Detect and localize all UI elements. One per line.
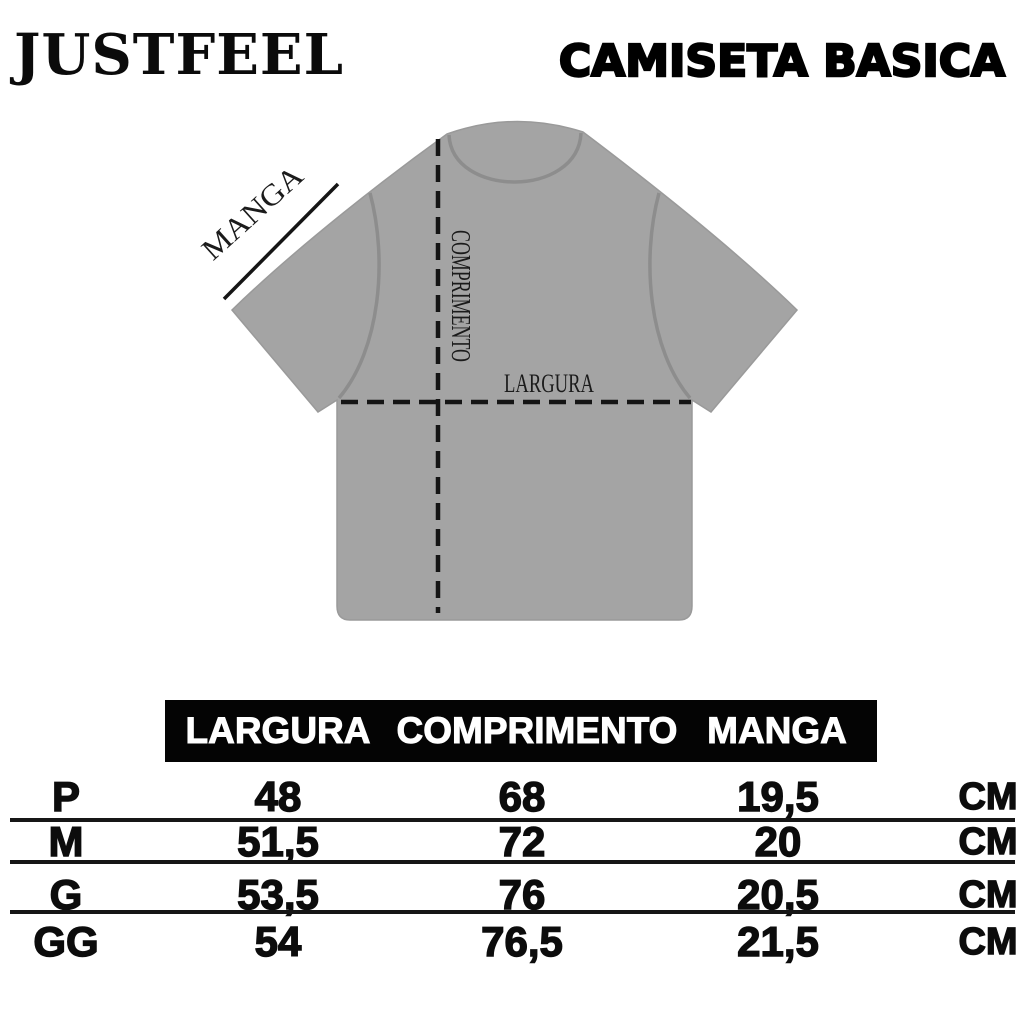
tshirt-seams [337,132,692,400]
comprimento-value: 76,5 [480,917,563,965]
size-cell: M [48,817,84,865]
unit-cell: CM [958,775,1019,818]
manga-value: 20 [754,817,802,865]
manga-label: MANGA [196,159,310,267]
unit-cell: CM [958,820,1019,863]
manga-pointer-line [222,182,340,301]
measure-lines [222,139,691,613]
unit-cell: CM [958,873,1019,916]
size-cell: GG [33,917,100,965]
manga-value: 19,5 [736,772,819,820]
header-cell-largura: LARGURA [185,710,371,752]
brand-logo: JUSTFEEL [14,22,344,88]
product-title: CAMISETA BASICA [558,35,1007,88]
row-divider [10,910,1015,914]
sleeve-seam-right [648,192,692,400]
header-cell-manga: MANGA [707,710,848,752]
sleeve-seam-left [337,192,381,400]
comprimento-value: 68 [498,772,546,820]
unit-cell: CM [958,920,1019,963]
comprimento-label: COMPRIMENTO [446,230,476,362]
tshirt-shape [230,120,799,621]
header-cell-comprimento: COMPRIMENTO [396,710,678,752]
largura-value: 51,5 [236,817,319,865]
size-table-header: LARGURA COMPRIMENTO MANGA [165,700,877,762]
row-divider [10,818,1015,822]
largura-value: 54 [254,917,302,965]
comprimento-value: 72 [498,817,546,865]
collar-line [447,132,583,184]
row-divider [10,860,1015,864]
table-row-gg: GG 54 76,5 21,5 CM [0,917,1024,966]
manga-value: 21,5 [736,917,819,965]
largura-value: 48 [254,772,302,820]
largura-label: LARGURA [504,369,594,398]
table-row-m: M 51,5 72 20 CM [0,817,1024,866]
table-row-p: P 48 68 19,5 CM [0,772,1024,821]
size-cell: P [51,772,81,820]
